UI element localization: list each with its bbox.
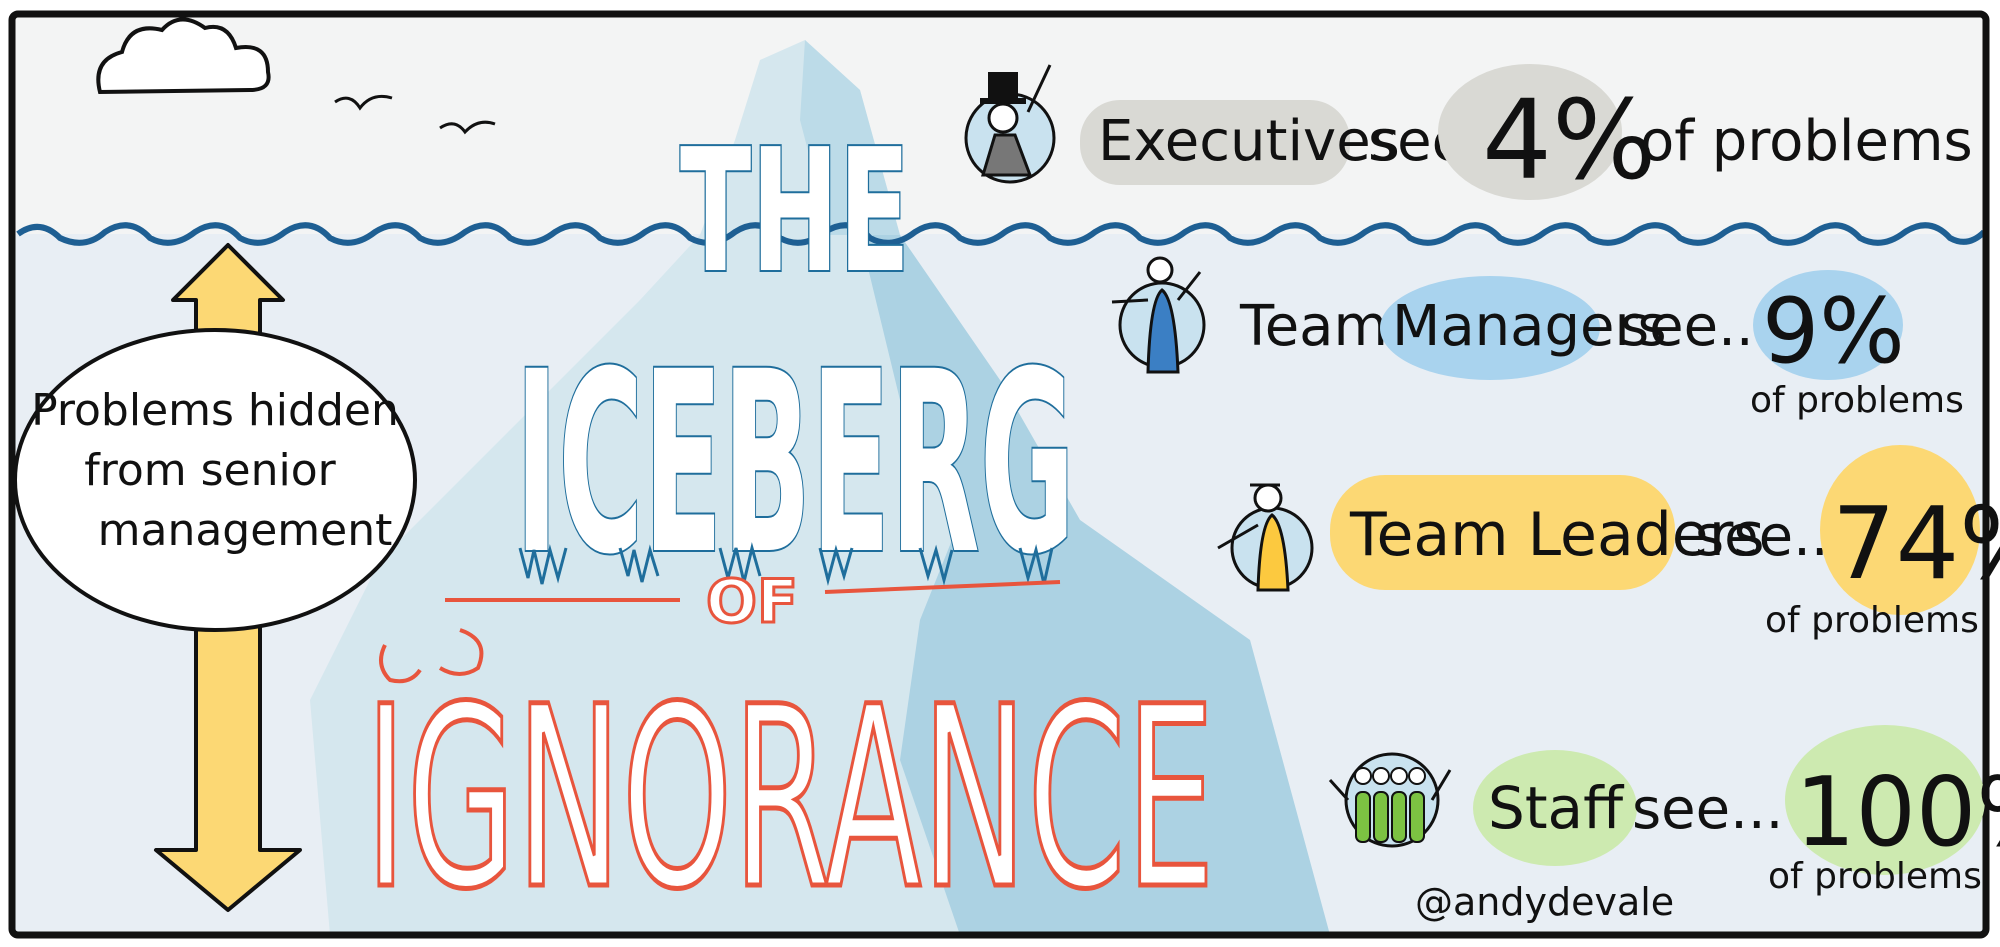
role-label-2: Managers (1392, 294, 1667, 359)
title-ignorance: IGNORANCE (365, 653, 1215, 944)
side-note-line-1: Problems hidden (31, 385, 399, 436)
side-note-line-3: management (98, 505, 393, 556)
highlight (1438, 64, 1622, 200)
percent-value: 100% (1795, 758, 2000, 868)
icicles (518, 542, 1054, 586)
iceberg (310, 40, 1330, 935)
suffix-label: of problems (1765, 600, 1979, 641)
percent-value: 74% (1832, 485, 2000, 602)
row-executives: Executives see 4% of problems (964, 64, 1973, 204)
of-rule-right (824, 580, 1061, 594)
highlight (1380, 276, 1600, 380)
waterline (16, 222, 1987, 246)
role-label: Staff (1488, 774, 1625, 842)
leader-icon (1217, 483, 1314, 592)
title-the: THE (680, 113, 910, 311)
highlight (1753, 270, 1903, 380)
highlight (1473, 750, 1637, 866)
side-note-line-2: from senior (84, 445, 336, 496)
frame (8, 10, 1990, 939)
verb-label: see... (1632, 777, 1783, 842)
percent-value: 9% (1762, 279, 1905, 384)
role-label: Executives (1098, 109, 1400, 174)
cloud-icon (96, 17, 271, 95)
suffix-label: of problems (1768, 856, 1982, 897)
title-iceberg: ICEBERG (515, 318, 1075, 609)
highlight (1080, 100, 1350, 185)
manager-icon (1111, 256, 1206, 374)
horns-icon (379, 628, 484, 684)
percent-value: 4% (1482, 76, 1657, 204)
role-label: Team Leaders (1349, 500, 1765, 570)
highlight (1330, 475, 1675, 590)
highlight (1785, 725, 1985, 875)
title-of: OF (706, 567, 798, 637)
suffix-label: of problems (1640, 109, 1973, 174)
title: THE ICEBERG OF IGNORANCE (363, 111, 1218, 947)
bird-icon (439, 120, 496, 135)
verb-label: see... (1620, 294, 1771, 359)
side-note-bubble: Problems hidden from senior management (13, 328, 417, 632)
row-staff: Staff see... 100% of problems (1328, 725, 2000, 897)
suffix-label: of problems (1750, 380, 1964, 421)
author-credit: @andydevale (1415, 880, 1674, 924)
bird-icon (334, 94, 393, 111)
staff-icon (1328, 752, 1452, 848)
highlight (1820, 445, 1980, 615)
role-label: Team (1239, 294, 1388, 359)
executive-icon (964, 64, 1056, 184)
row-team-leaders: Team Leaders see... 74% of problems (1217, 445, 2000, 641)
row-team-managers: Team Managers see... 9% of problems (1111, 256, 1964, 421)
